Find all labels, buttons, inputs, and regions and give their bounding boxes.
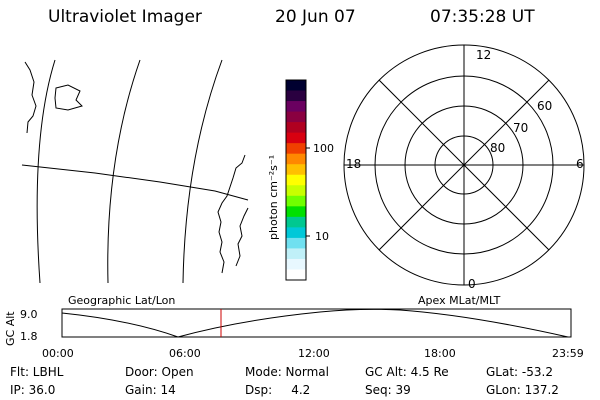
mlt-label-12: 12 — [476, 48, 491, 62]
geographic-map — [21, 59, 249, 284]
info-glon: GLon: 137.2 — [486, 383, 559, 397]
colorbar-tick-100: 100 — [313, 142, 334, 155]
colorbar-cell — [286, 195, 306, 207]
colorbar-cell — [286, 122, 306, 134]
colorbar-cell — [286, 185, 306, 197]
x-tick-3: 18:00 — [424, 347, 456, 360]
coastline-east — [217, 154, 246, 274]
colorbar-cell — [286, 216, 306, 228]
y-tick-1-8: 1.8 — [20, 330, 38, 343]
colorbar-cell — [286, 164, 306, 176]
colorbar-tick-10: 10 — [315, 230, 329, 243]
colorbar-unit-label: photon cm⁻²s⁻¹ — [267, 155, 280, 240]
timeline-left-title: Geographic Lat/Lon — [68, 294, 175, 307]
x-tick-1: 06:00 — [169, 347, 201, 360]
lat-label-60: 60 — [537, 99, 552, 113]
colorbar-cell — [286, 153, 306, 165]
colorbar-cell — [286, 258, 306, 270]
polar-plot — [343, 44, 585, 286]
info-glat: GLat: -53.2 — [486, 365, 553, 379]
colorbar-cell — [286, 143, 306, 155]
colorbar-cell — [286, 248, 306, 260]
coastline-north — [24, 61, 37, 134]
info-flt: Flt: LBHL — [10, 365, 64, 379]
latitude-line — [21, 164, 249, 201]
colorbar-cell — [286, 227, 306, 239]
polar-labels: 12 6 0 18 60 70 80 — [346, 48, 584, 291]
colorbar-cell — [286, 80, 306, 92]
coastline-island — [54, 84, 83, 111]
info-mode: Mode: Normal — [245, 365, 329, 379]
info-door: Door: Open — [125, 365, 194, 379]
colorbar-cell — [286, 206, 306, 218]
coastline-east-2 — [235, 207, 249, 267]
longitude-line-3 — [182, 59, 223, 284]
info-dsp: Dsp: 4.2 — [245, 383, 311, 397]
longitude-line-1 — [36, 59, 56, 284]
x-tick-0: 00:00 — [42, 347, 74, 360]
altitude-curve — [61, 308, 569, 338]
time-label: 07:35:28 UT — [430, 7, 535, 27]
colorbar-cell — [286, 174, 306, 186]
lat-label-80: 80 — [490, 141, 505, 155]
colorbar-cell — [286, 111, 306, 123]
mlt-label-0: 0 — [468, 277, 476, 291]
x-ticks: 00:00 06:00 12:00 18:00 23:59 — [42, 347, 584, 360]
x-tick-4: 23:59 — [552, 347, 584, 360]
altitude-timeline: Geographic Lat/Lon Apex MLat/MLT 9.0 1.8… — [4, 294, 584, 360]
colorbar-cell — [286, 269, 306, 281]
date-label: 20 Jun 07 — [275, 7, 356, 27]
x-tick-2: 12:00 — [298, 347, 330, 360]
info-gain: Gain: 14 — [125, 383, 176, 397]
info-gc-alt: GC Alt: 4.5 Re — [365, 365, 449, 379]
lat-label-70: 70 — [513, 121, 528, 135]
colorbar-cell — [286, 132, 306, 144]
app-title: Ultraviolet Imager — [48, 7, 202, 27]
info-ip: IP: 36.0 — [10, 383, 56, 397]
timeline-y-label: GC Alt — [4, 311, 17, 346]
colorbar-cell — [286, 90, 306, 102]
info-seq: Seq: 39 — [365, 383, 411, 397]
colorbar: 100 10 photon cm⁻²s⁻¹ — [267, 79, 334, 281]
timeline-right-title: Apex MLat/MLT — [418, 294, 501, 307]
y-tick-9: 9.0 — [20, 308, 38, 321]
colorbar-cell — [286, 101, 306, 113]
longitude-line-2 — [107, 59, 141, 284]
colorbar-cell — [286, 237, 306, 249]
mlt-label-18: 18 — [346, 157, 361, 171]
mlt-label-6: 6 — [576, 157, 584, 171]
